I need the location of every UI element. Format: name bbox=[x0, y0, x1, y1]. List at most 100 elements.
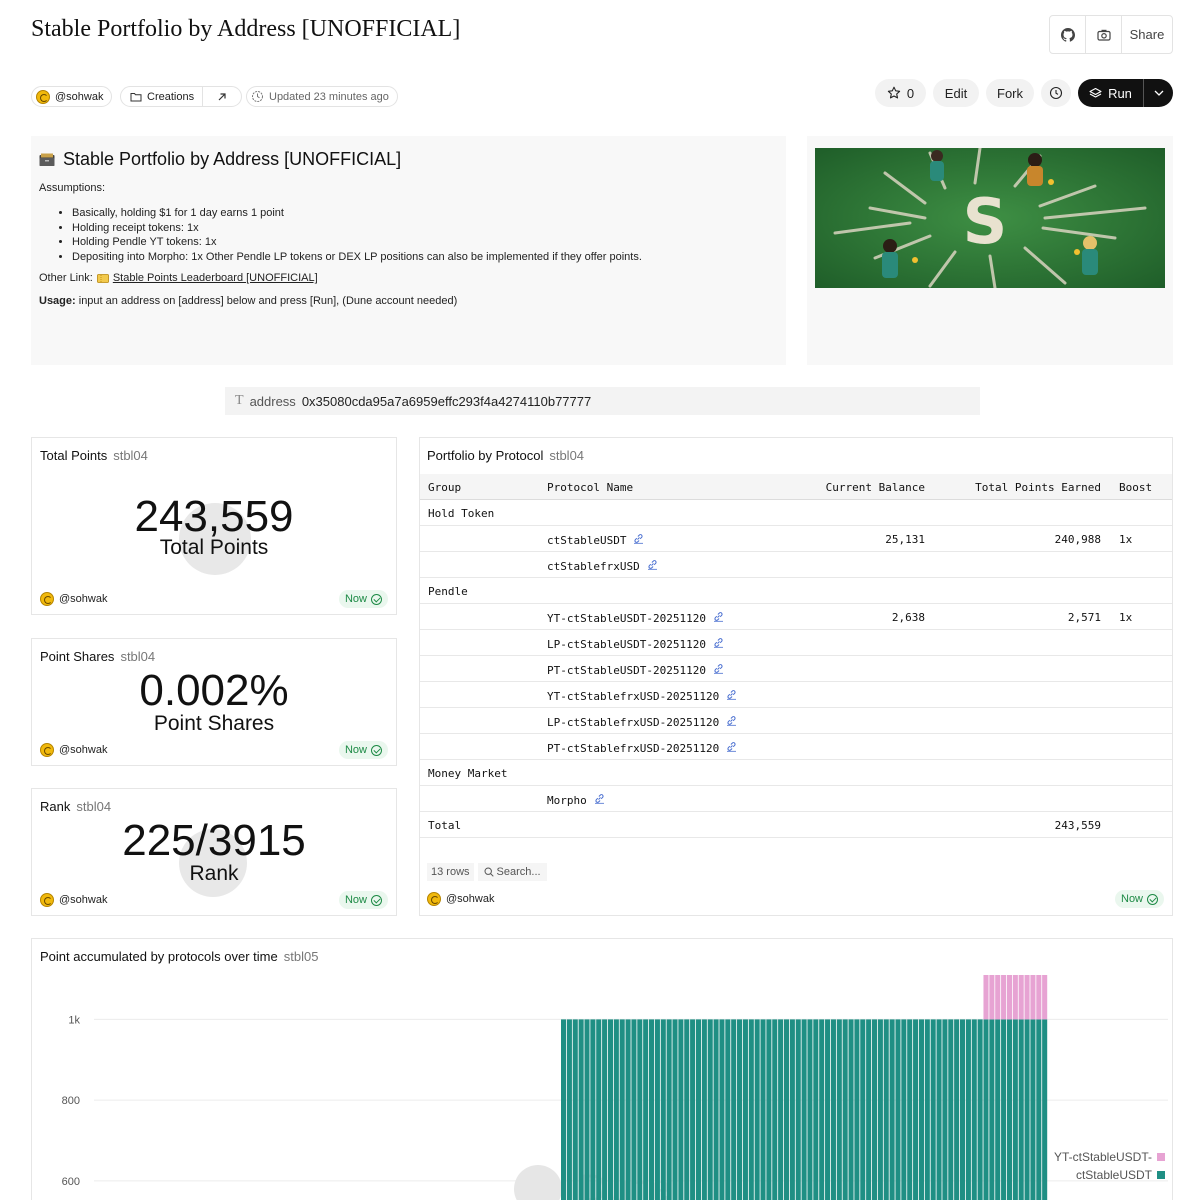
counter-value: 225/3915 bbox=[122, 816, 306, 865]
link-icon[interactable] bbox=[594, 793, 605, 807]
bar-ctstableusdt bbox=[654, 1019, 660, 1200]
link-icon[interactable] bbox=[713, 663, 724, 677]
query-name[interactable]: stbl04 bbox=[549, 448, 585, 463]
card-owner[interactable]: @sohwak bbox=[427, 892, 494, 906]
counter-value: 243,559 bbox=[134, 492, 294, 541]
owner-pill[interactable]: @sohwak bbox=[31, 86, 113, 107]
query-name[interactable]: stbl04 bbox=[113, 448, 148, 463]
avatar bbox=[40, 893, 54, 907]
owner-name: @sohwak bbox=[446, 893, 495, 905]
star-button[interactable]: 0 bbox=[875, 79, 926, 107]
bar-ctstableusdt bbox=[719, 1019, 725, 1200]
protocol-name-cell: ctStableUSDT bbox=[547, 534, 627, 547]
protocol-link[interactable]: PT-ctStableUSDT-20251120 bbox=[547, 663, 724, 677]
list-item: Depositing into Morpho: 1x Other Pendle … bbox=[72, 250, 642, 265]
column-header[interactable]: Total Points Earned bbox=[975, 481, 1101, 494]
column-header[interactable]: Boost bbox=[1119, 481, 1153, 494]
protocol-link[interactable]: PT-ctStablefrxUSD-20251120 bbox=[547, 741, 737, 755]
bar-ctstableusdt bbox=[842, 1019, 848, 1200]
bar-ctstableusdt bbox=[860, 1019, 866, 1200]
camera-icon bbox=[1096, 29, 1111, 41]
bar-ctstableusdt bbox=[678, 1019, 684, 1200]
group-cell: Hold Token bbox=[428, 507, 495, 520]
address-value[interactable]: 0x35080cda95a7a6959effc293f4a4274110b777… bbox=[301, 393, 592, 409]
chart-legend[interactable]: YT-ctStableUSDT-ctStableUSDT bbox=[1054, 1150, 1165, 1182]
table-footer: 13 rows Search... bbox=[427, 863, 547, 881]
link-icon[interactable] bbox=[726, 741, 737, 755]
open-folder-button[interactable] bbox=[203, 92, 241, 102]
bar-ctstableusdt bbox=[643, 1019, 649, 1200]
table-row: LP-ctStableUSDT-20251120 bbox=[420, 630, 1172, 656]
query-name[interactable]: stbl04 bbox=[120, 649, 156, 664]
card-owner[interactable]: @sohwak bbox=[40, 592, 107, 606]
protocol-link[interactable]: ctStableUSDT bbox=[547, 533, 644, 547]
address-param[interactable]: T address 0x35080cda95a7a6959effc293f4a4… bbox=[225, 387, 980, 415]
card-owner[interactable]: @sohwak bbox=[40, 743, 107, 757]
protocol-link[interactable]: YT-ctStablefrxUSD-20251120 bbox=[547, 689, 737, 703]
check-circle-icon bbox=[371, 593, 382, 605]
bar-ctstableusdt bbox=[883, 1019, 889, 1200]
edit-button[interactable]: Edit bbox=[933, 79, 979, 107]
bar-ctstableusdt bbox=[1024, 1019, 1030, 1200]
bar-ctstableusdt bbox=[836, 1019, 842, 1200]
bar-yt-ctstableusdt bbox=[983, 975, 989, 1020]
protocol-link[interactable]: ctStablefrxUSD bbox=[547, 559, 658, 573]
folder-link[interactable]: Creations bbox=[121, 87, 204, 106]
svg-text:S: S bbox=[963, 185, 1008, 258]
github-button[interactable] bbox=[1050, 16, 1086, 53]
link-icon[interactable] bbox=[633, 533, 644, 547]
usage-label: Usage: bbox=[39, 295, 76, 307]
bar-ctstableusdt bbox=[1036, 1019, 1042, 1200]
bar-ctstableusdt bbox=[566, 1019, 572, 1200]
run-button[interactable]: Run bbox=[1078, 79, 1144, 107]
card-title: Point accumulated by protocols over time bbox=[40, 949, 278, 964]
link-icon[interactable] bbox=[713, 637, 724, 651]
column-header[interactable]: Group bbox=[428, 481, 462, 494]
protocol-link[interactable]: LP-ctStableUSDT-20251120 bbox=[547, 637, 724, 651]
status-badge: Now bbox=[338, 891, 388, 909]
protocol-link[interactable]: Morpho bbox=[547, 793, 605, 807]
column-header[interactable]: Current Balance bbox=[825, 481, 925, 494]
query-name[interactable]: stbl04 bbox=[76, 799, 112, 814]
counter-label: Rank bbox=[189, 862, 239, 885]
fork-button[interactable]: Fork bbox=[986, 79, 1034, 107]
card-owner[interactable]: @sohwak bbox=[40, 893, 107, 907]
top-actions: Share bbox=[1049, 15, 1173, 54]
share-button[interactable]: Share bbox=[1129, 27, 1165, 42]
screenshot-button[interactable] bbox=[1086, 16, 1122, 53]
protocol-link[interactable]: LP-ctStablefrxUSD-20251120 bbox=[547, 715, 737, 729]
bar-ctstableusdt bbox=[871, 1019, 878, 1200]
text-type-icon: T bbox=[235, 393, 244, 408]
leaderboard-link[interactable]: Stable Points Leaderboard [UNOFFICIAL] bbox=[112, 272, 318, 284]
table-row: Morpho bbox=[420, 786, 1172, 812]
link-icon[interactable] bbox=[726, 689, 737, 703]
column-header[interactable]: Protocol Name bbox=[547, 481, 634, 494]
protocol-link[interactable]: YT-ctStableUSDT-20251120 bbox=[547, 611, 724, 625]
table-body: Hold Token ctStableUSDT 25,131 240,988 1x ctS… bbox=[420, 500, 1172, 838]
bar-ctstableusdt bbox=[1012, 1019, 1018, 1200]
layers-icon bbox=[1089, 87, 1102, 98]
chart-ticks: 600 800 1k bbox=[62, 1014, 81, 1187]
bar-ctstableusdt bbox=[936, 1019, 942, 1200]
address-label: address bbox=[249, 393, 296, 409]
card-file-box-icon bbox=[39, 153, 55, 166]
query-name[interactable]: stbl05 bbox=[283, 949, 319, 964]
table-row: Total 243,559 bbox=[420, 812, 1172, 838]
run-options-button[interactable] bbox=[1144, 79, 1173, 107]
clock-icon bbox=[1049, 86, 1063, 100]
hero-image: S bbox=[815, 148, 1165, 288]
bar-ctstableusdt bbox=[866, 1019, 872, 1200]
link-icon[interactable] bbox=[726, 715, 737, 729]
y-tick-label: 1k bbox=[68, 1014, 80, 1026]
link-icon[interactable] bbox=[647, 559, 658, 573]
updated-text: Updated 23 minutes ago bbox=[269, 90, 389, 103]
bar-ctstableusdt bbox=[825, 1019, 831, 1200]
github-icon bbox=[1060, 27, 1075, 42]
bar-ctstableusdt bbox=[766, 1019, 772, 1200]
schedule-button[interactable] bbox=[1041, 79, 1071, 107]
link-icon[interactable] bbox=[713, 611, 724, 625]
bar-ctstableusdt bbox=[772, 1019, 778, 1200]
table-search-input[interactable]: Search... bbox=[477, 863, 547, 881]
run-label: Run bbox=[1108, 85, 1132, 101]
portfolio-table: Group Protocol Name Current Balance Tota… bbox=[420, 474, 1172, 838]
